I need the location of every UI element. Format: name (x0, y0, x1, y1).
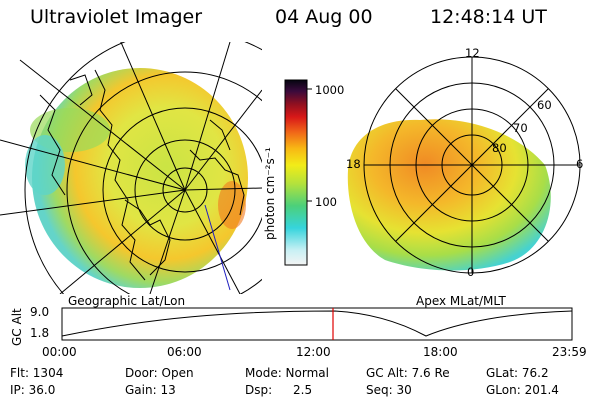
colorbar-tick-100: 100 (315, 195, 337, 209)
mlt-label-6: 6 (576, 157, 584, 171)
flight-number: Flt: 1304 (10, 366, 64, 380)
mlt-spokes (364, 57, 580, 273)
xtick-18-00: 18:00 (423, 345, 458, 359)
dsp-value: 2.5 (293, 383, 313, 397)
date-label: 04 Aug 00 (275, 6, 373, 28)
coastline-outlines (39, 69, 245, 281)
geographic-longitude: GLon: 201.4 (486, 383, 559, 397)
mlt-label-12: 12 (465, 46, 480, 60)
gain-value: Gain: 13 (125, 383, 176, 397)
colorbar-unit-label: photon cm⁻²s⁻¹ (263, 147, 277, 240)
door-status: Door: Open (125, 366, 194, 380)
polar-plot-panel (347, 56, 581, 274)
lat-lon-grid (0, 42, 262, 294)
xtick-06-00: 06:00 (167, 345, 202, 359)
auroral-image-right (347, 119, 551, 271)
mode-value: Mode: Normal (245, 366, 329, 380)
geographic-map-panel (0, 42, 262, 294)
apex-panel-label: Apex MLat/MLT (416, 294, 506, 308)
dsp-label: Dsp: (245, 383, 273, 397)
altitude-ytick-9: 9.0 (30, 305, 50, 319)
altitude-plot-frame (61, 307, 573, 341)
xtick-23-59: 23:59 (552, 345, 587, 359)
altitude-plot (61, 307, 573, 341)
xtick-12-00: 12:00 (296, 345, 331, 359)
sequence-number: Seq: 30 (366, 383, 412, 397)
mlt-label-0: 0 (467, 265, 475, 279)
mlat-label-60: 60 (537, 98, 552, 112)
mlat-label-70: 70 (513, 121, 528, 135)
time-label: 12:48:14 UT (430, 6, 547, 28)
colorbar-tick-1000: 1000 (315, 83, 345, 97)
geographic-panel-label: Geographic Lat/Lon (68, 294, 186, 308)
terminator-line (204, 204, 231, 291)
altitude-ylabel: GC Alt (10, 308, 24, 346)
xtick-00-00: 00:00 (42, 345, 77, 359)
instrument-title: Ultraviolet Imager (30, 6, 203, 28)
intensity-colorbar (284, 79, 308, 266)
gc-altitude: GC Alt: 7.6 Re (366, 366, 450, 380)
altitude-curve (61, 310, 573, 337)
ip-value: IP: 36.0 (10, 383, 56, 397)
mlt-label-18: 18 (346, 157, 361, 171)
altitude-ytick-1.8: 1.8 (30, 326, 50, 340)
mlat-label-80: 80 (492, 141, 507, 155)
geographic-latitude: GLat: 76.2 (486, 366, 549, 380)
